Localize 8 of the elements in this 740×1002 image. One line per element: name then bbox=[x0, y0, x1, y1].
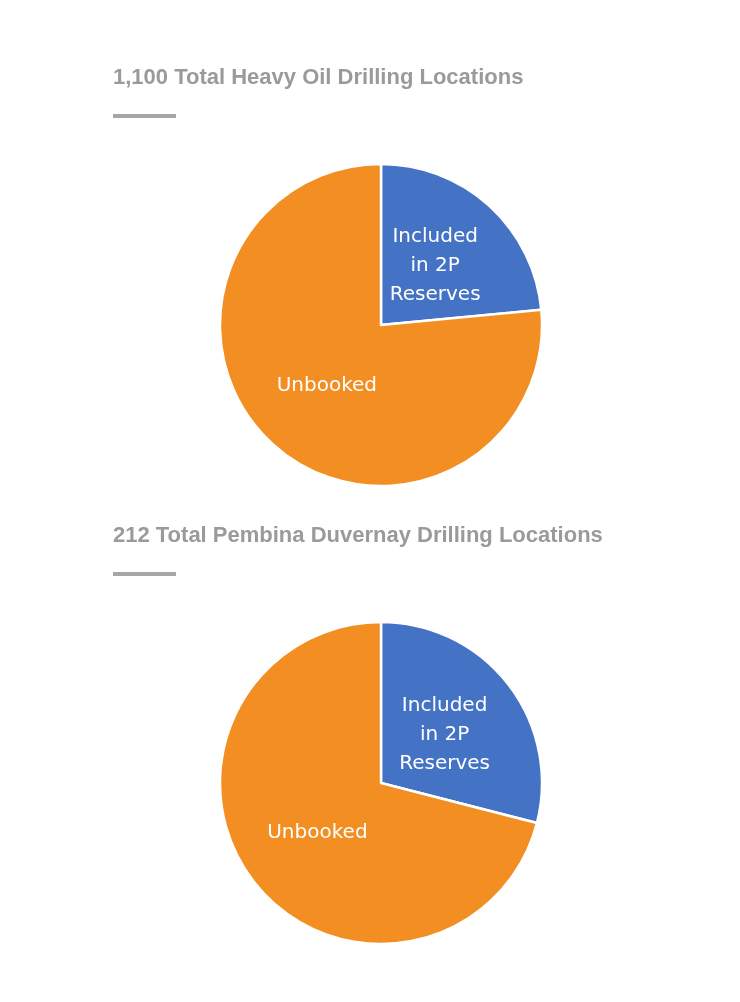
chart-title: 212 Total Pembina Duvernay Drilling Locations bbox=[113, 522, 603, 547]
pie-slice bbox=[218, 162, 544, 488]
pie-slice bbox=[218, 620, 539, 946]
slice-label: Included in 2P Reserves bbox=[389, 222, 481, 305]
slice-label: Unbooked bbox=[276, 371, 377, 396]
slice-label: Included in 2P Reserves bbox=[399, 691, 491, 774]
slice-label: Unbooked bbox=[267, 818, 368, 843]
chart-title: 1,100 Total Heavy Oil Drilling Locations bbox=[113, 64, 524, 89]
